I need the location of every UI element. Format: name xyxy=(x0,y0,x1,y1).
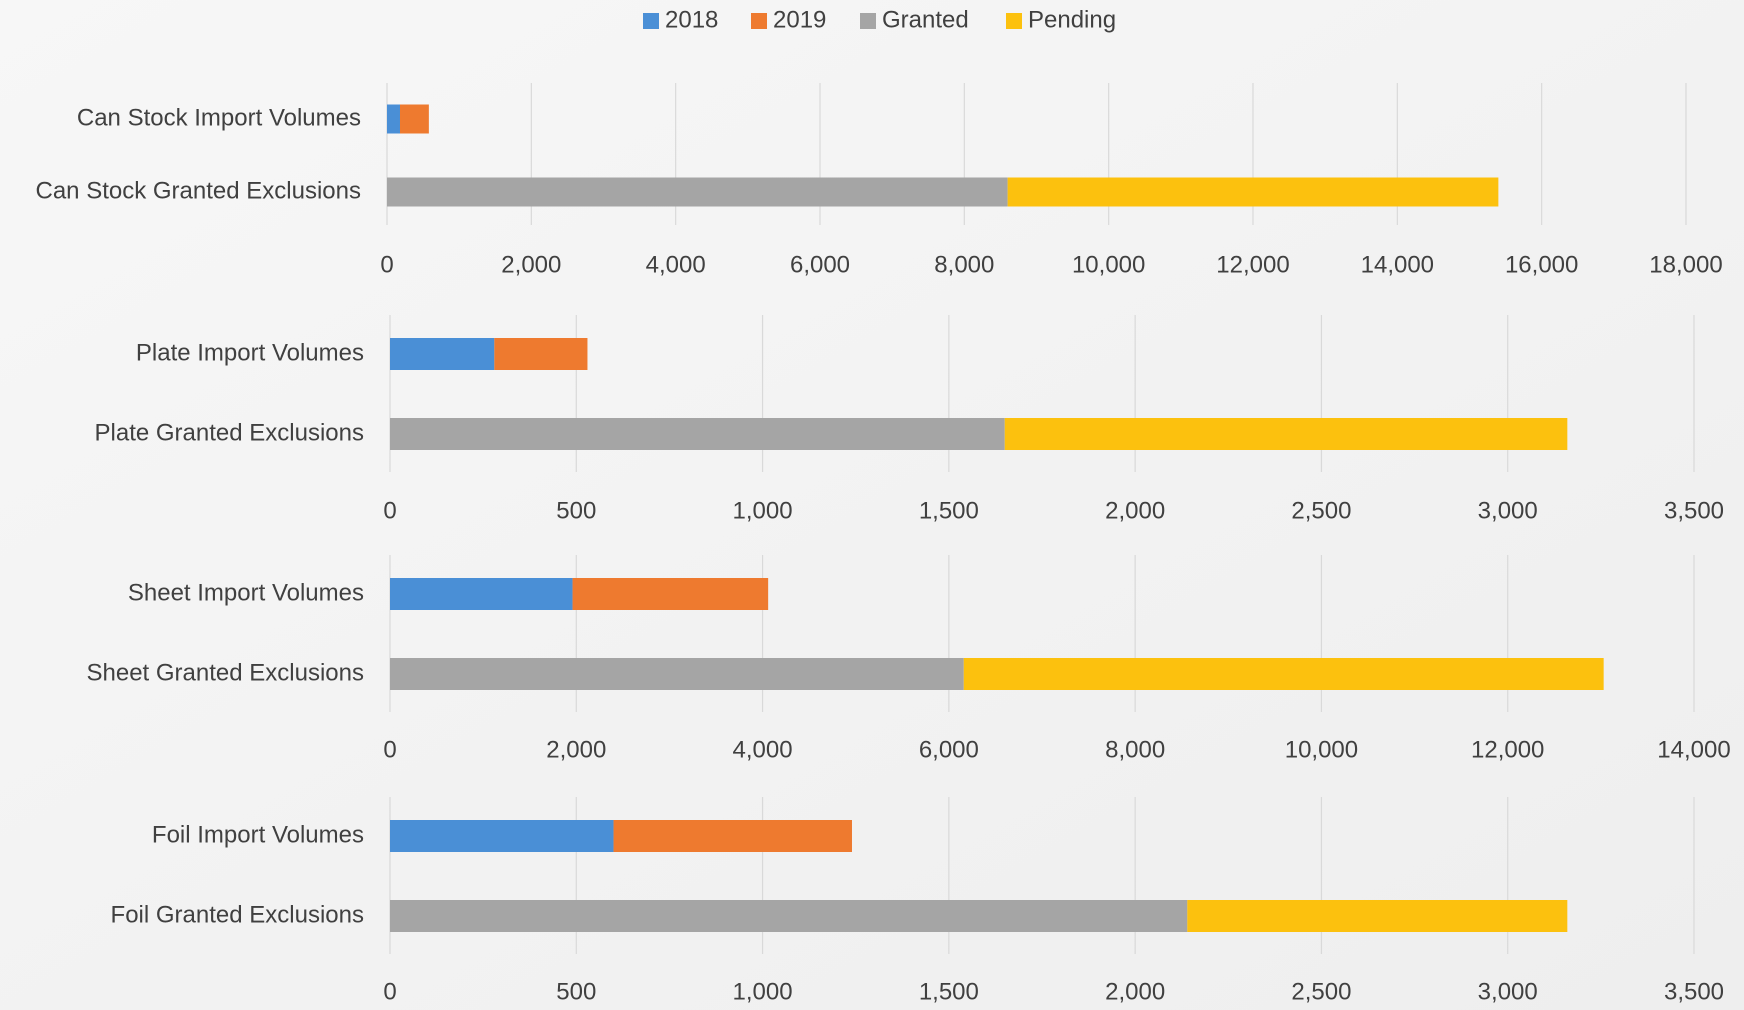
x-tick-label: 10,000 xyxy=(1072,251,1145,278)
y-tick-label: Can Stock Import Volumes xyxy=(77,104,361,131)
x-tick-label: 0 xyxy=(383,978,396,1005)
legend-swatch xyxy=(860,13,876,29)
x-tick-label: 2,500 xyxy=(1291,497,1351,524)
y-tick-label: Foil Import Volumes xyxy=(152,821,364,848)
y-tick-label: Sheet Import Volumes xyxy=(128,579,364,606)
legend-swatch xyxy=(1006,13,1022,29)
x-tick-label: 2,000 xyxy=(546,736,606,763)
y-tick-label: Foil Granted Exclusions xyxy=(111,901,364,928)
x-tick-label: 2,000 xyxy=(1105,978,1165,1005)
bar-segment xyxy=(399,104,429,134)
bar-segment xyxy=(494,338,588,370)
legend-label: 2019 xyxy=(773,6,826,33)
x-tick-label: 18,000 xyxy=(1649,251,1722,278)
bar-segment xyxy=(390,338,495,370)
x-tick-label: 12,000 xyxy=(1216,251,1289,278)
x-tick-label: 12,000 xyxy=(1471,736,1544,763)
bar-segment xyxy=(613,820,852,852)
x-tick-label: 2,500 xyxy=(1291,978,1351,1005)
bar-segment xyxy=(572,578,769,610)
bar-segment xyxy=(963,658,1604,690)
x-tick-label: 4,000 xyxy=(646,251,706,278)
bar-segment xyxy=(1007,177,1499,207)
x-tick-label: 500 xyxy=(556,978,596,1005)
x-tick-label: 1,500 xyxy=(919,497,979,524)
x-tick-label: 1,000 xyxy=(733,497,793,524)
bar-segment xyxy=(390,820,614,852)
x-tick-label: 0 xyxy=(380,251,393,278)
x-tick-label: 3,500 xyxy=(1664,978,1724,1005)
x-tick-label: 2,000 xyxy=(1105,497,1165,524)
bar-segment xyxy=(390,418,1005,450)
x-tick-label: 4,000 xyxy=(733,736,793,763)
bar-segment xyxy=(390,900,1188,932)
bar-segment xyxy=(1187,900,1568,932)
legend-label: Granted xyxy=(882,6,969,33)
bar-segment xyxy=(390,658,964,690)
legend-label: Pending xyxy=(1028,6,1116,33)
x-tick-label: 0 xyxy=(383,497,396,524)
x-tick-label: 1,000 xyxy=(733,978,793,1005)
y-tick-label: Can Stock Granted Exclusions xyxy=(36,177,362,204)
legend-label: 2018 xyxy=(665,6,718,33)
y-tick-label: Plate Granted Exclusions xyxy=(95,419,364,446)
x-tick-label: 14,000 xyxy=(1361,251,1434,278)
bar-segment xyxy=(1004,418,1568,450)
legend-swatch xyxy=(643,13,659,29)
x-tick-label: 0 xyxy=(383,736,396,763)
bar-segment xyxy=(387,177,1008,207)
x-tick-label: 3,000 xyxy=(1478,497,1538,524)
x-tick-label: 14,000 xyxy=(1657,736,1730,763)
bar-segment xyxy=(390,578,573,610)
y-tick-label: Sheet Granted Exclusions xyxy=(87,659,365,686)
x-tick-label: 1,500 xyxy=(919,978,979,1005)
legend-swatch xyxy=(751,13,767,29)
x-tick-label: 8,000 xyxy=(1105,736,1165,763)
x-tick-label: 3,000 xyxy=(1478,978,1538,1005)
x-tick-label: 6,000 xyxy=(919,736,979,763)
x-tick-label: 3,500 xyxy=(1664,497,1724,524)
y-tick-label: Plate Import Volumes xyxy=(136,339,364,366)
x-tick-label: 500 xyxy=(556,497,596,524)
bar-segment xyxy=(387,104,400,134)
x-tick-label: 16,000 xyxy=(1505,251,1578,278)
x-tick-label: 2,000 xyxy=(501,251,561,278)
x-tick-label: 10,000 xyxy=(1285,736,1358,763)
x-tick-label: 8,000 xyxy=(934,251,994,278)
x-tick-label: 6,000 xyxy=(790,251,850,278)
